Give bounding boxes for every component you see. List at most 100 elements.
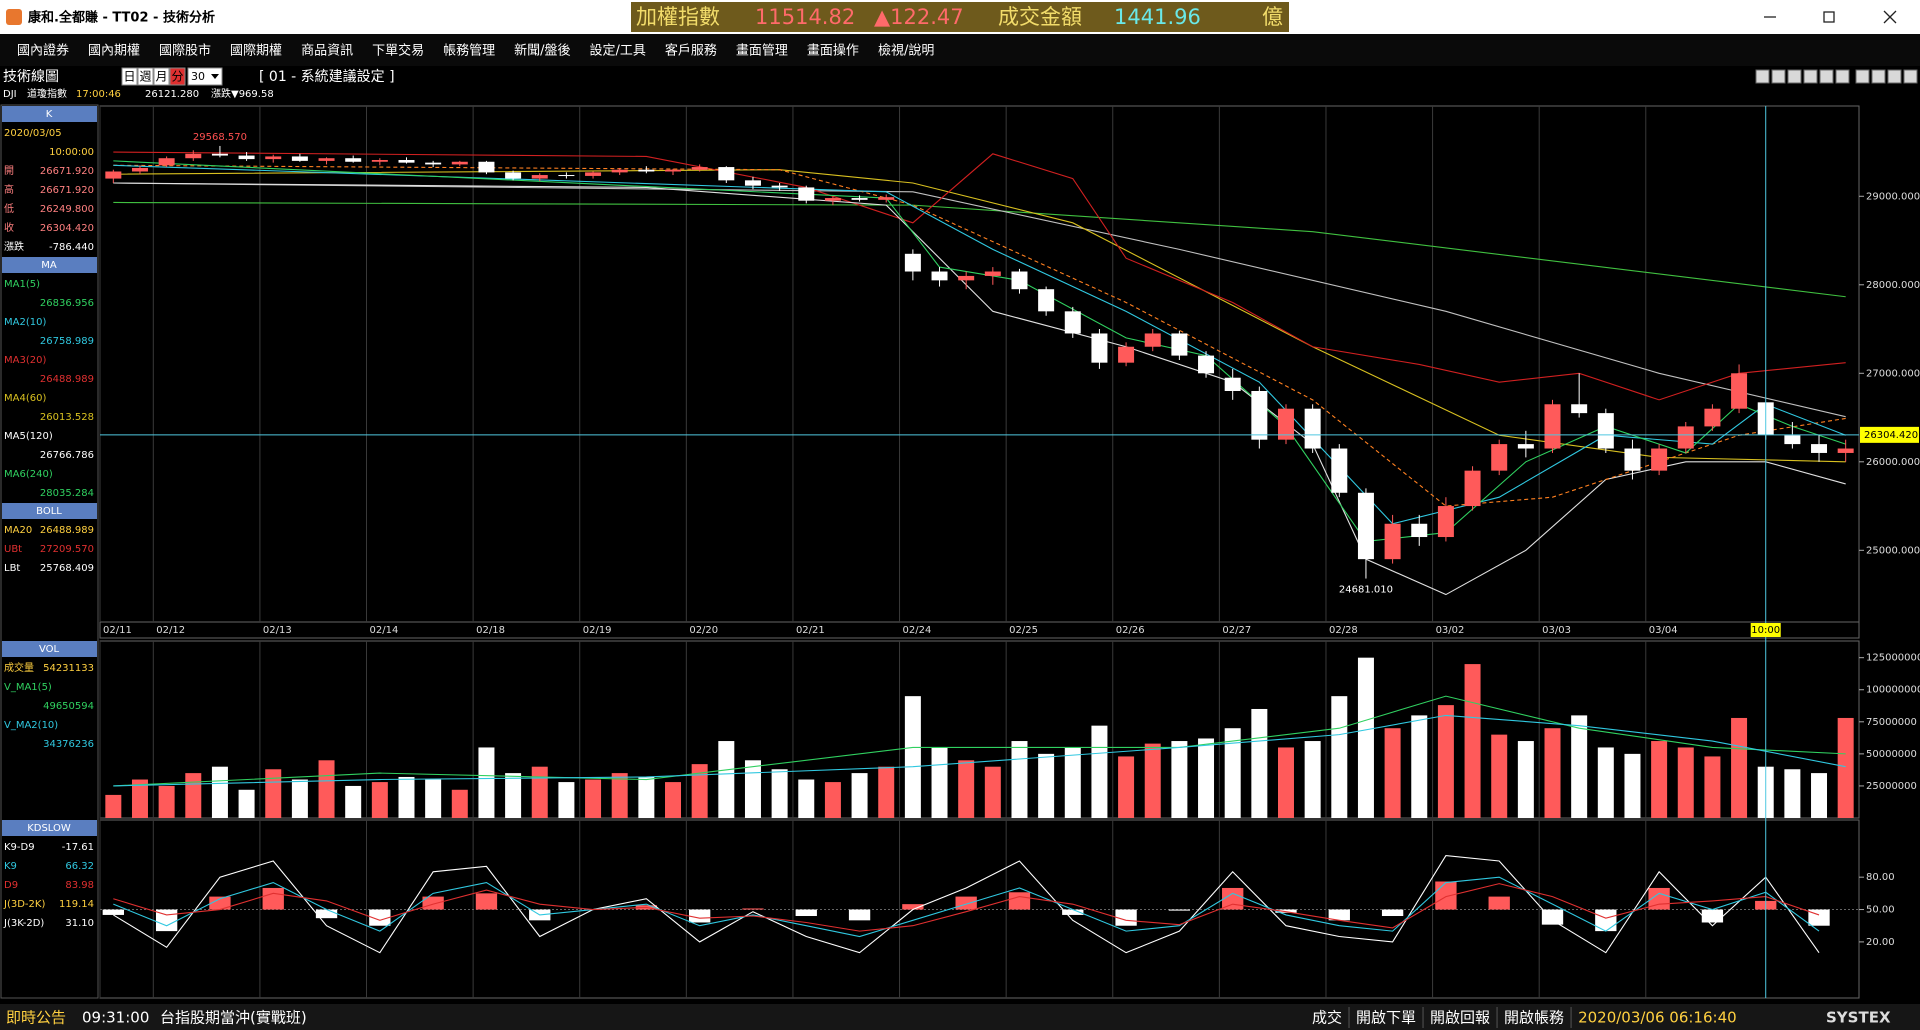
candle-body [1304, 408, 1321, 449]
tool-button[interactable] [1835, 69, 1850, 84]
candle-body [1597, 413, 1614, 449]
y-tick-label: 25000000 [1866, 781, 1917, 792]
row-label: 高 [4, 183, 14, 196]
menu-item[interactable]: 帳務管理 [443, 44, 495, 59]
tool-button[interactable] [1855, 69, 1870, 84]
indicator-line [113, 855, 1820, 954]
row-value: 49650594 [43, 701, 94, 712]
period-button[interactable] [121, 67, 138, 86]
y-tick-label: 29000.000 [1866, 191, 1920, 202]
volume-bar [371, 782, 388, 818]
tool-button[interactable] [1803, 69, 1818, 84]
indicator-line [113, 876, 1820, 938]
menu-item[interactable]: 國內期權 [88, 44, 140, 59]
tool-button[interactable] [1903, 69, 1918, 84]
interval-select[interactable] [187, 67, 223, 86]
period-button[interactable] [169, 67, 186, 86]
ticker-index-value: 11514.82 [755, 5, 855, 29]
menu-item[interactable]: 國際股市 [159, 43, 211, 59]
y-tick-label: 50000000 [1866, 749, 1917, 760]
oscillator-bar [795, 909, 817, 917]
candle-body [1224, 377, 1241, 391]
volume-bar [904, 696, 921, 818]
period-label[interactable]: 分 [171, 70, 183, 84]
volume-bar [1304, 741, 1321, 818]
chart-tools [1755, 69, 1918, 84]
y-tick-label: 80.00 [1866, 872, 1895, 883]
candle-body [1571, 404, 1588, 414]
volume-bar [1277, 747, 1294, 818]
oscillator-bar [1222, 887, 1244, 910]
row-label: MA2(10) [4, 317, 46, 328]
candle-body [371, 159, 388, 162]
status-button[interactable]: 開啟下單 [1356, 1009, 1416, 1027]
row-value: 26671.920 [40, 185, 94, 196]
menu-item[interactable]: 畫面操作 [807, 43, 859, 59]
section-title: VOL [39, 644, 60, 655]
volume-bar [291, 779, 308, 818]
menu-item[interactable]: 國內證券 [17, 43, 69, 59]
menu-item[interactable]: 客戶服務 [665, 43, 717, 59]
info-symbol: DJI [3, 89, 17, 100]
crosshair-x-label: 10:00 [1751, 625, 1780, 636]
tool-button[interactable] [1755, 69, 1770, 84]
menu-item[interactable]: 畫面管理 [736, 44, 788, 59]
restore-button[interactable] [1823, 11, 1835, 23]
tool-button[interactable] [1887, 69, 1902, 84]
candle-body [904, 253, 921, 272]
tool-button[interactable] [1871, 69, 1886, 84]
y-tick-label: 50.00 [1866, 905, 1895, 916]
candle-body [345, 158, 362, 162]
oscillator-bar [1595, 909, 1617, 932]
volume-bar [185, 773, 202, 818]
section-title: K [46, 109, 53, 120]
row-value: 26249.800 [40, 204, 94, 215]
close-button[interactable] [1883, 10, 1897, 24]
tool-button[interactable] [1819, 69, 1834, 84]
status-button[interactable]: 成交 [1312, 1009, 1342, 1027]
period-button[interactable] [153, 67, 170, 86]
oscillator-bar [1701, 909, 1724, 923]
volume-bar [1357, 657, 1374, 818]
oscillator-bar [1328, 909, 1350, 921]
oscillator-bar [955, 896, 977, 910]
section-title: BOLL [36, 506, 62, 517]
menu-item[interactable]: 商品資訊 [301, 44, 353, 59]
interval-value[interactable]: 30 [191, 70, 205, 83]
volume-bar [1491, 734, 1508, 818]
ticker-turnover: 1441.96 [1114, 5, 1201, 29]
indicator-line [113, 883, 1820, 932]
oscillator-bar [902, 904, 924, 910]
menu-item[interactable]: 國際期權 [230, 44, 282, 59]
app-icon [6, 9, 22, 25]
menu-item[interactable]: 檢視/說明 [878, 43, 934, 59]
tool-button[interactable] [1787, 69, 1802, 84]
volume-bar [1118, 756, 1135, 818]
menu-item[interactable]: 下單交易 [372, 43, 424, 59]
oscillator-bar [262, 887, 284, 910]
date-label: 02/14 [370, 625, 399, 636]
menu-item[interactable]: 設定/工具 [590, 43, 646, 59]
menu-item[interactable]: 新聞/盤後 [514, 43, 570, 59]
period-button[interactable] [137, 67, 154, 86]
volume-bar [1198, 738, 1215, 818]
candle-body [638, 169, 655, 172]
row-value: 83.98 [65, 880, 94, 891]
period-label[interactable]: 週 [139, 70, 151, 84]
status-button[interactable]: 開啟回報 [1430, 1009, 1490, 1027]
status-button[interactable]: 開啟帳務 [1504, 1009, 1564, 1027]
period-label[interactable]: 月 [155, 70, 167, 84]
volume-bar [878, 766, 895, 818]
ticker-turnover-label: 成交金額 [998, 5, 1082, 29]
status-time: 09:31:00 [82, 1009, 149, 1027]
oscillator-bar [475, 893, 498, 910]
row-label: 收 [4, 221, 14, 234]
date-label: 02/25 [1009, 625, 1038, 636]
volume-bar [1437, 705, 1454, 818]
section-header [2, 106, 97, 122]
ticker-box [631, 2, 1289, 32]
tool-button[interactable] [1771, 69, 1786, 84]
volume-bar [238, 789, 255, 818]
row-label: K9-D9 [4, 842, 35, 853]
period-label[interactable]: 日 [123, 70, 135, 84]
